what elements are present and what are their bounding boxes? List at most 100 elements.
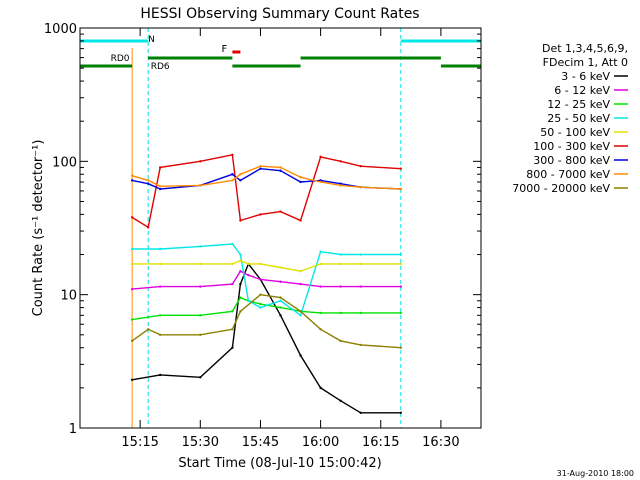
data-point: [130, 318, 134, 321]
x-tick-label: 16:00: [302, 435, 339, 450]
data-point: [319, 311, 322, 315]
data-point: [279, 296, 282, 299]
data-point: [319, 285, 322, 288]
x-tick-label: 15:45: [242, 435, 279, 450]
data-point: [399, 262, 402, 266]
data-point: [339, 339, 342, 343]
data-point: [159, 185, 162, 188]
x-axis-label: Start Time (08-Jul-10 15:00:42): [178, 456, 381, 471]
data-point: [199, 376, 202, 379]
data-point: [259, 306, 262, 309]
data-point: [130, 179, 134, 182]
data-point: [159, 285, 162, 288]
night-label: N: [148, 35, 155, 45]
data-point: [130, 216, 134, 219]
data-point: [130, 247, 134, 251]
data-point: [359, 262, 362, 266]
legend-label: 800 - 7000 keV: [526, 168, 610, 181]
data-point: [259, 213, 262, 216]
data-point: [279, 169, 282, 172]
data-point: [339, 160, 342, 163]
data-point: [299, 310, 302, 313]
data-point: [339, 311, 342, 315]
data-point: [279, 266, 282, 269]
data-point: [279, 166, 282, 169]
data-point: [231, 173, 234, 176]
data-point: [299, 354, 302, 357]
x-tick-label: 15:30: [182, 435, 219, 450]
data-point: [231, 328, 234, 331]
data-point: [146, 182, 150, 185]
data-point: [339, 182, 342, 185]
data-point: [231, 242, 234, 246]
data-point: [299, 269, 302, 273]
data-point: [259, 167, 262, 170]
data-point: [319, 155, 322, 159]
data-point: [359, 285, 362, 288]
data-point: [319, 250, 322, 253]
data-point: [319, 180, 322, 184]
data-point: [299, 314, 302, 317]
chart-title: HESSI Observing Summary Count Rates: [140, 6, 419, 22]
data-point: [319, 328, 322, 331]
legend-label: 3 - 6 keV: [561, 70, 610, 83]
data-point: [319, 262, 322, 266]
data-point: [299, 180, 302, 184]
data-point: [199, 314, 202, 317]
series-line-4: [132, 259, 401, 272]
data-point: [199, 184, 202, 187]
data-point: [279, 210, 282, 213]
data-point: [259, 164, 262, 168]
footer-timestamp: 31-Aug-2010 18:00: [556, 469, 634, 478]
legend-label: 7000 - 20000 keV: [512, 182, 610, 195]
legend-label: 25 - 50 keV: [547, 112, 610, 125]
y-tick-label: 1: [69, 422, 77, 437]
data-point: [239, 269, 242, 273]
data-point: [130, 378, 134, 381]
data-point: [299, 219, 302, 222]
data-point: [239, 282, 242, 286]
legend-header: Det 1,3,4,5,6,9,: [542, 42, 628, 55]
data-point: [159, 314, 162, 317]
data-point: [130, 339, 134, 343]
data-point: [231, 179, 234, 182]
series-line-2: [131, 296, 401, 321]
data-point: [339, 285, 342, 288]
data-point: [231, 310, 234, 313]
data-point: [259, 262, 262, 266]
data-point: [399, 311, 402, 315]
data-point: [159, 262, 162, 266]
y-tick-label: 1000: [44, 22, 77, 37]
rd0-label: RD0: [111, 54, 130, 64]
data-point: [279, 306, 282, 309]
data-point: [239, 296, 242, 299]
data-point: [159, 373, 162, 377]
legend-label: 12 - 25 keV: [547, 98, 610, 111]
data-point: [199, 262, 202, 266]
data-point: [199, 285, 202, 288]
flare-label: F: [221, 44, 227, 55]
data-point: [299, 176, 302, 179]
data-point: [130, 174, 134, 177]
y-tick-label: 100: [52, 155, 77, 170]
data-point: [359, 343, 362, 347]
y-axis-label: Count Rate (s⁻¹ detector⁻¹): [31, 140, 46, 317]
data-point: [247, 273, 250, 277]
data-point: [279, 299, 282, 302]
data-point: [399, 187, 402, 191]
data-point: [247, 299, 250, 302]
data-point: [199, 160, 202, 163]
data-point: [239, 253, 242, 256]
x-tick-label: 16:15: [362, 435, 399, 450]
data-point: [339, 399, 342, 402]
data-point: [239, 310, 242, 313]
rd6-label: RD6: [151, 62, 170, 72]
data-point: [399, 411, 402, 415]
data-point: [159, 333, 162, 337]
data-point: [239, 259, 242, 262]
data-point: [199, 245, 202, 248]
data-point: [299, 282, 302, 286]
data-point: [130, 287, 134, 291]
data-point: [399, 253, 402, 256]
data-point: [239, 219, 242, 222]
